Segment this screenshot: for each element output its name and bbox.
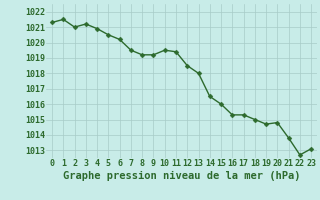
X-axis label: Graphe pression niveau de la mer (hPa): Graphe pression niveau de la mer (hPa): [63, 171, 300, 181]
